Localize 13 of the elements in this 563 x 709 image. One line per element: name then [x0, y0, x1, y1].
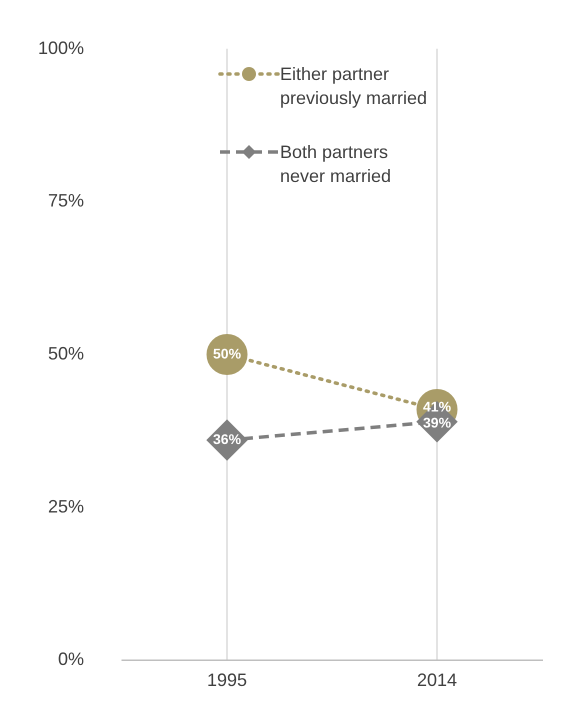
data-label: 41%: [422, 398, 452, 414]
legend-label: Both partners never married: [280, 141, 392, 188]
legend-label: Either partner previously married: [280, 63, 428, 110]
x-tick-label: 2014: [416, 670, 458, 690]
data-label: 39%: [422, 414, 452, 430]
data-label: 50%: [213, 345, 242, 362]
y-tick-label: 0%: [58, 649, 84, 670]
x-tick-label: 1995: [207, 670, 248, 690]
data-label: 36%: [213, 430, 242, 447]
y-tick-label: 100%: [38, 38, 84, 58]
y-tick-label: 50%: [48, 343, 84, 364]
y-tick-label: 25%: [48, 496, 84, 516]
y-tick-label: 75%: [48, 190, 84, 211]
